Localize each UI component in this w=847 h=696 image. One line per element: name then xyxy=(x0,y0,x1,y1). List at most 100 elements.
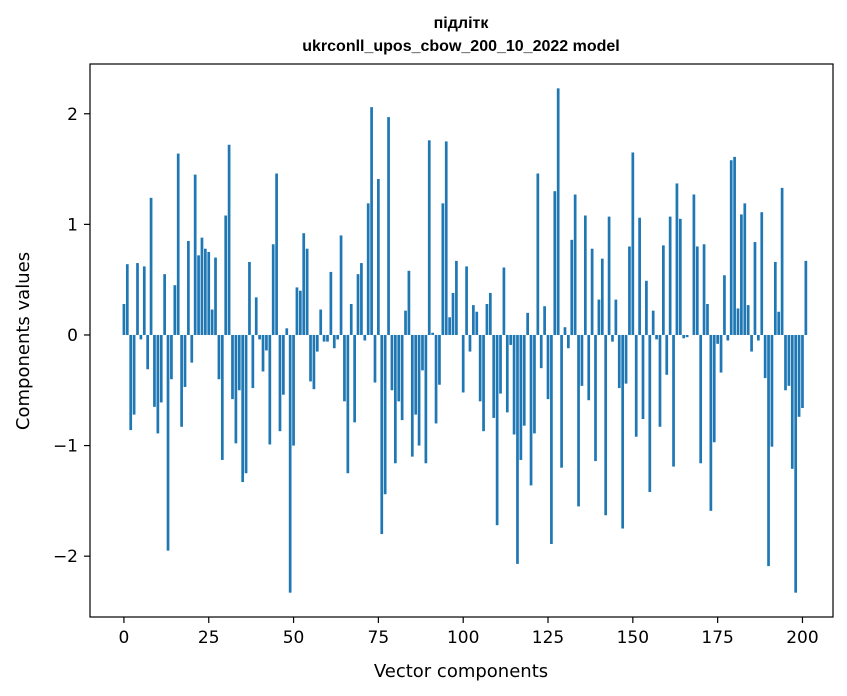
y-tick-label: −1 xyxy=(53,437,78,457)
bar-61 xyxy=(329,271,333,335)
bar-98 xyxy=(455,260,458,335)
bar-187 xyxy=(757,334,760,341)
bar-101 xyxy=(465,266,468,335)
bar-64 xyxy=(339,235,343,335)
bar-129 xyxy=(560,334,563,468)
bar-147 xyxy=(621,334,625,529)
bar-113 xyxy=(505,334,509,413)
bar-89 xyxy=(424,334,428,464)
x-tick-label: 100 xyxy=(447,628,479,648)
bar-188 xyxy=(760,212,764,335)
bar-181 xyxy=(736,308,740,335)
bar-128 xyxy=(556,88,560,335)
bar-133 xyxy=(573,194,577,335)
bar-63 xyxy=(336,334,340,340)
bar-17 xyxy=(180,334,183,427)
bar-196 xyxy=(787,334,791,386)
bar-80 xyxy=(393,334,397,464)
x-tick-label: 125 xyxy=(532,628,564,648)
bar-14 xyxy=(170,334,173,380)
bar-86 xyxy=(414,334,418,415)
bar-131 xyxy=(567,334,570,349)
bar-85 xyxy=(410,334,414,457)
bar-164 xyxy=(678,218,682,335)
bar-104 xyxy=(475,311,479,335)
bar-65 xyxy=(343,334,346,402)
bar-117 xyxy=(519,334,523,460)
bar-33 xyxy=(234,334,238,444)
x-tick-label: 75 xyxy=(368,628,390,648)
bar-127 xyxy=(553,191,557,335)
bar-74 xyxy=(373,334,377,383)
bar-7 xyxy=(146,334,150,370)
bar-9 xyxy=(153,334,156,407)
bar-130 xyxy=(563,327,567,335)
bar-78 xyxy=(387,117,390,335)
bar-56 xyxy=(312,334,316,390)
bar-170 xyxy=(699,334,703,464)
bar-22 xyxy=(197,255,200,335)
bar-162 xyxy=(672,334,675,467)
bar-97 xyxy=(451,292,455,335)
y-axis-ticks: −2 −1 0 1 2 xyxy=(53,105,90,567)
bar-155 xyxy=(648,334,652,493)
bar-92 xyxy=(434,334,438,424)
bar-182 xyxy=(740,214,743,335)
bar-108 xyxy=(488,292,492,335)
x-tick-label: 150 xyxy=(617,628,649,648)
bar-193 xyxy=(777,311,781,335)
bar-107 xyxy=(485,304,489,335)
bar-24 xyxy=(203,248,207,335)
bar-185 xyxy=(750,334,753,352)
bar-171 xyxy=(702,244,706,335)
bar-199 xyxy=(797,334,801,417)
bar-5 xyxy=(139,334,143,340)
bar-172 xyxy=(706,304,709,335)
bar-26 xyxy=(210,309,214,335)
bar-148 xyxy=(624,334,628,384)
bar-106 xyxy=(482,334,485,432)
bar-52 xyxy=(298,290,302,335)
bar-3 xyxy=(132,334,136,415)
bar-176 xyxy=(719,334,723,373)
bar-151 xyxy=(634,334,638,437)
bar-150 xyxy=(631,152,635,335)
bar-40 xyxy=(258,334,261,340)
bar-123 xyxy=(539,334,543,369)
bar-140 xyxy=(597,299,601,335)
bar-77 xyxy=(383,334,387,495)
bar-141 xyxy=(600,258,604,335)
bar-157 xyxy=(655,334,658,340)
bar-143 xyxy=(607,216,611,335)
bar-198 xyxy=(794,334,798,593)
bar-20 xyxy=(190,334,194,363)
bar-10 xyxy=(156,334,160,434)
bar-44 xyxy=(271,244,275,335)
bar-116 xyxy=(516,334,519,564)
bar-201 xyxy=(804,260,808,335)
bar-60 xyxy=(326,334,329,342)
bar-159 xyxy=(662,245,665,335)
bar-146 xyxy=(617,334,621,389)
bar-series xyxy=(122,88,808,593)
bar-190 xyxy=(767,334,770,567)
bar-82 xyxy=(400,334,404,421)
bar-62 xyxy=(332,334,336,349)
bar-158 xyxy=(658,334,662,427)
bar-132 xyxy=(570,239,574,335)
y-axis-label: Components values xyxy=(13,252,34,430)
bar-2 xyxy=(129,334,133,431)
bar-57 xyxy=(315,334,319,352)
bar-161 xyxy=(668,216,672,335)
x-axis-ticks: 0 25 50 75 100 125 150 175 200 xyxy=(119,617,819,648)
bar-119 xyxy=(526,312,530,335)
bar-168 xyxy=(692,194,696,335)
bar-177 xyxy=(723,275,726,335)
x-tick-label: 25 xyxy=(198,628,220,648)
bar-124 xyxy=(543,306,546,335)
bar-156 xyxy=(651,310,655,335)
bar-45 xyxy=(275,173,278,335)
x-tick-label: 175 xyxy=(701,628,733,648)
bar-73 xyxy=(370,107,373,335)
